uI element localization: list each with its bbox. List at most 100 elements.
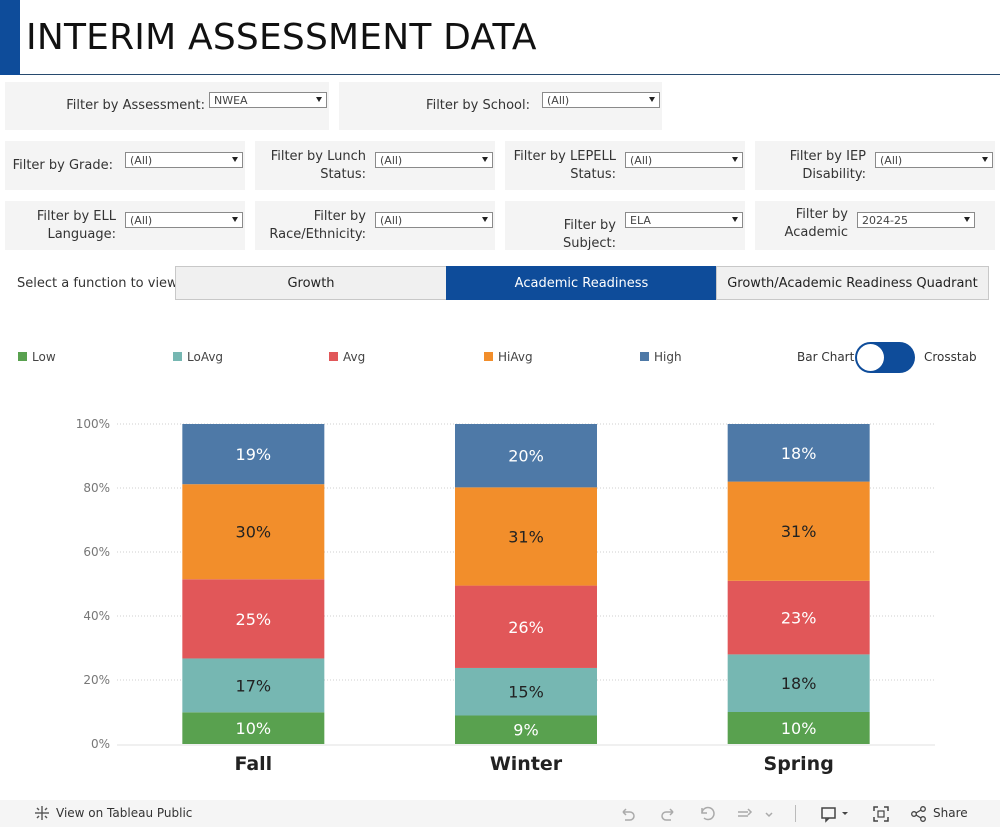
filter-race-label-line2: Race/Ethnicity: <box>269 227 366 242</box>
toolbar-divider <box>795 805 796 822</box>
data-label: 30% <box>236 523 272 542</box>
bar-segment-avg <box>727 580 870 655</box>
tab-growth[interactable]: Growth <box>175 266 447 300</box>
bar-segment-hiavg <box>727 481 870 581</box>
stacked-bar-chart: 0% 20% 40% 60% 80% 100% 10% 17% 25% 30% 19% Fall 9% 1… <box>76 417 935 775</box>
toggle-label-bar-chart: Bar Chart <box>797 350 855 364</box>
chevron-down-icon <box>232 157 238 162</box>
filter-assessment-label: Filter by Assessment: <box>66 98 205 113</box>
chevron-down-icon <box>316 97 322 102</box>
legend-label: Avg <box>343 350 366 364</box>
header-divider <box>20 74 1000 75</box>
filter-race-value: (All) <box>380 214 403 227</box>
filter-ell-label-line1: Filter by ELL <box>36 209 116 224</box>
filter-ell-dropdown[interactable]: (All) <box>125 212 243 228</box>
redo-icon[interactable] <box>659 805 677 823</box>
filter-iep-label-line2: Disability: <box>802 167 866 182</box>
undo-icon[interactable] <box>619 805 637 823</box>
legend-label: HiAvg <box>498 350 533 364</box>
data-label: 31% <box>508 527 544 546</box>
page-title: INTERIM ASSESSMENT DATA <box>26 17 537 58</box>
filter-iep-label: Filter by IEP Disability: <box>760 148 866 184</box>
tableau-icon <box>35 806 49 820</box>
filter-lepell-value: (All) <box>630 154 653 167</box>
legend-item-avg[interactable]: Avg <box>329 350 365 364</box>
filter-subject-value: ELA <box>630 214 651 227</box>
filter-grade-value: (All) <box>130 154 153 167</box>
filter-school-label: Filter by School: <box>426 98 530 113</box>
legend-item-high[interactable]: High <box>640 350 682 364</box>
y-tick-label: 40% <box>83 609 110 623</box>
chevron-down-icon <box>732 157 738 162</box>
filter-ell-value: (All) <box>130 214 153 227</box>
tab-academic-readiness[interactable]: Academic Readiness <box>446 266 717 300</box>
data-label: 18% <box>781 674 817 693</box>
filter-ell-label-line2: Language: <box>47 227 116 242</box>
legend-item-hiavg[interactable]: HiAvg <box>484 350 533 364</box>
bar-segment-high <box>182 424 325 485</box>
x-category-label: Spring <box>764 753 834 775</box>
bar-segment-low <box>455 715 597 744</box>
fullscreen-icon[interactable] <box>872 805 890 823</box>
filter-iep-label-line1: Filter by IEP <box>789 149 866 164</box>
filter-race-label-line1: Filter by <box>313 209 366 224</box>
chevron-down-icon <box>232 217 238 222</box>
filter-subject-dropdown[interactable]: ELA <box>625 212 743 228</box>
comment-icon[interactable] <box>820 805 852 823</box>
filter-academic-label-line1: Filter by <box>795 207 848 222</box>
filter-lunch-value: (All) <box>380 154 403 167</box>
data-label: 10% <box>236 719 272 738</box>
filter-lepell-dropdown[interactable]: (All) <box>625 152 743 168</box>
bar-segment-hiavg <box>455 487 597 586</box>
filter-lepell-label-line1: Filter by LEPELL <box>513 149 616 164</box>
share-icon[interactable] <box>910 805 928 823</box>
refresh-icon[interactable] <box>735 805 775 823</box>
filter-school-dropdown[interactable]: (All) <box>542 92 660 108</box>
data-label: 26% <box>508 618 544 637</box>
legend-swatch <box>640 352 649 361</box>
chevron-down-icon <box>982 157 988 162</box>
footer-toolbar <box>0 800 1000 827</box>
filter-grade-dropdown[interactable]: (All) <box>125 152 243 168</box>
filter-race-dropdown[interactable]: (All) <box>375 212 493 228</box>
filter-academic-label: Filter by Academic <box>760 206 848 242</box>
legend-item-loavg[interactable]: LoAvg <box>173 350 223 364</box>
bar-segment-high <box>727 424 870 482</box>
chevron-down-icon <box>482 217 488 222</box>
filter-assessment-value: NWEA <box>214 94 248 107</box>
data-label: 17% <box>236 676 272 695</box>
legend-item-low[interactable]: Low <box>18 350 56 364</box>
filter-lepell-label-line2: Status: <box>570 167 616 182</box>
filter-academic-value: 2024-25 <box>862 214 908 227</box>
legend-label: High <box>654 350 682 364</box>
filter-academic-label-line2: Academic <box>784 225 848 240</box>
y-tick-label: 20% <box>83 673 110 687</box>
legend-swatch <box>18 352 27 361</box>
filter-lunch-label-line2: Status: <box>320 167 366 182</box>
data-label: 15% <box>508 683 544 702</box>
function-select-label: Select a function to view: <box>17 276 182 291</box>
bar-segment-hiavg <box>182 484 325 580</box>
filter-academic-dropdown[interactable]: 2024-25 <box>857 212 975 228</box>
filter-grade-label: Filter by Grade: <box>12 158 113 173</box>
y-tick-label: 0% <box>91 737 110 751</box>
x-category-label: Winter <box>490 753 563 775</box>
filter-assessment-dropdown[interactable]: NWEA <box>209 92 327 108</box>
filter-iep-value: (All) <box>880 154 903 167</box>
filter-ell-label: Filter by ELL Language: <box>10 208 116 244</box>
view-on-tableau-link[interactable]: View on Tableau Public <box>56 806 193 820</box>
bar-segment-low <box>182 712 325 744</box>
filter-lunch-dropdown[interactable]: (All) <box>375 152 493 168</box>
filter-lunch-label: Filter by Lunch Status: <box>260 148 366 184</box>
bar-segment-high <box>455 424 597 488</box>
filter-iep-dropdown[interactable]: (All) <box>875 152 993 168</box>
legend-swatch <box>329 352 338 361</box>
tab-growth-academic-readiness-quadrant[interactable]: Growth/Academic Readiness Quadrant <box>716 266 989 300</box>
data-label: 25% <box>236 610 272 629</box>
x-category-label: Fall <box>234 753 272 775</box>
revert-icon[interactable] <box>698 805 716 823</box>
legend-swatch <box>173 352 182 361</box>
toggle-knob[interactable] <box>857 344 884 371</box>
legend-swatch <box>484 352 493 361</box>
share-button[interactable]: Share <box>933 806 968 820</box>
